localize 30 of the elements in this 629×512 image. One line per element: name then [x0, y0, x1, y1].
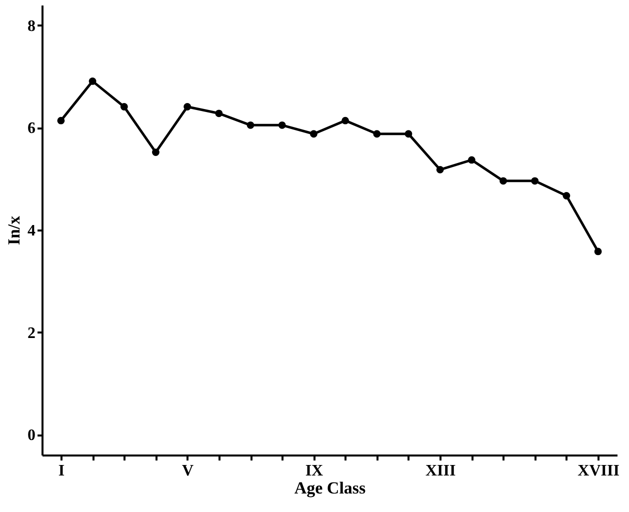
x-tick-label: I — [58, 462, 65, 480]
point — [531, 177, 539, 185]
y-tick-label: 4 — [28, 222, 36, 240]
y-axis-title: In/x — [4, 215, 24, 246]
x-tick-label: XIII — [425, 462, 456, 480]
x-axis-title: Age Class — [294, 478, 366, 498]
point — [57, 116, 65, 124]
point — [562, 192, 570, 200]
x-tick-label: IX — [305, 462, 324, 480]
point — [342, 116, 350, 124]
point — [215, 110, 223, 118]
point — [594, 248, 602, 256]
y-tick-label: 2 — [28, 324, 36, 342]
y-tick-label: 8 — [28, 18, 36, 35]
point — [246, 121, 254, 129]
x-tick-label: V — [182, 462, 194, 480]
point — [468, 156, 476, 164]
point — [436, 166, 444, 174]
x-tick-label: XVIII — [578, 462, 620, 480]
point — [278, 121, 286, 129]
point — [310, 130, 318, 138]
point — [152, 148, 160, 156]
y-tick-label: 6 — [28, 120, 36, 138]
point — [120, 103, 128, 110]
point — [500, 177, 507, 185]
point — [373, 130, 381, 138]
point — [88, 77, 96, 85]
point — [184, 103, 192, 110]
y-tick-label: 0 — [28, 427, 36, 444]
point — [404, 130, 412, 138]
